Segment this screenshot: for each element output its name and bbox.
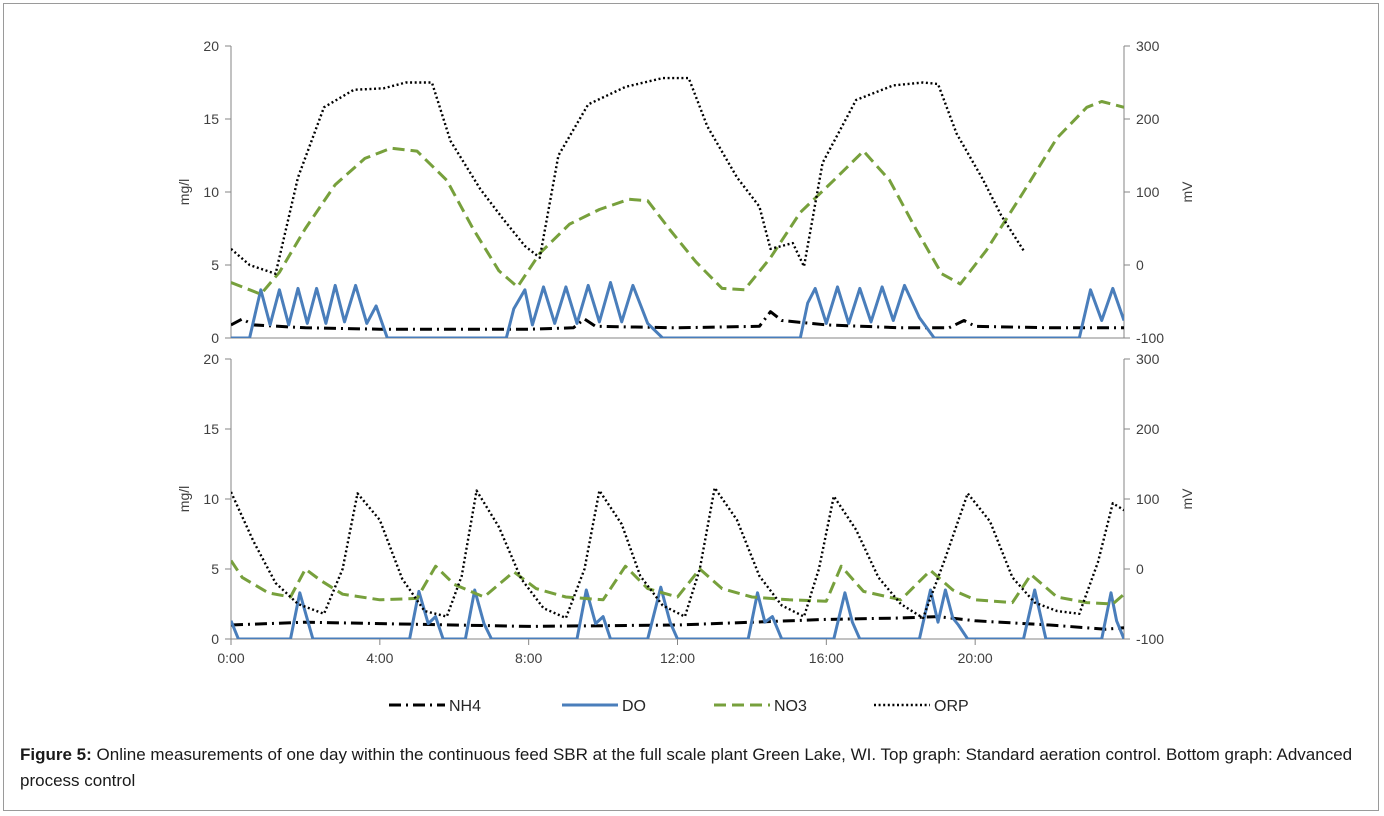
y-tick-label-right: 300 (1136, 38, 1160, 54)
legend-label-do: DO (622, 698, 646, 715)
caption-text: Online measurements of one day within th… (20, 745, 1353, 790)
y-axis-title-right: mV (1179, 488, 1195, 510)
y-tick-label-left: 15 (203, 111, 219, 127)
y-tick-label-left: 0 (211, 631, 219, 647)
y-tick-label-right: 100 (1136, 491, 1160, 507)
series-line-nh4 (231, 615, 1124, 631)
caption-label: Figure 5: (20, 745, 92, 764)
y-axis-title-left: mg/l (176, 486, 192, 512)
y-tick-label-right: 0 (1136, 561, 1144, 577)
y-tick-label-right: 0 (1136, 257, 1144, 273)
legend-label-orp: ORP (934, 698, 969, 715)
y-tick-label-left: 20 (203, 351, 219, 367)
series-line-nh4 (231, 310, 1124, 331)
chart-panel-2: 0 5 10 15 20 -100 0 100 200 300 0:00 4:00 8:00 12:00 1… (176, 351, 1195, 666)
x-tick-label: 16:00 (809, 650, 844, 666)
figure-caption: Figure 5: Online measurements of one day… (20, 742, 1370, 794)
y-tick-label-left: 20 (203, 38, 219, 54)
y-tick-label-left: 15 (203, 421, 219, 437)
y-tick-label-right: -100 (1136, 631, 1164, 647)
figure-frame: 0 5 10 15 20 -100 0 100 200 300 mg/l mV 0 5 10 15 20 -100… (3, 3, 1379, 811)
y-tick-label-left: 10 (203, 184, 219, 200)
y-axis-title-left: mg/l (176, 179, 192, 205)
series-line-do (231, 281, 1124, 338)
figure-chart: 0 5 10 15 20 -100 0 100 200 300 mg/l mV 0 5 10 15 20 -100… (176, 38, 1195, 715)
series-line-no3 (231, 559, 1124, 606)
x-tick-label: 0:00 (217, 650, 244, 666)
x-tick-label: 20:00 (958, 650, 993, 666)
y-tick-label-left: 0 (211, 330, 219, 346)
legend-label-no3: NO3 (774, 698, 807, 715)
series-line-do (231, 585, 1124, 639)
y-tick-label-left: 5 (211, 561, 219, 577)
series-line-orp (231, 76, 1025, 275)
series-line-orp (231, 486, 1124, 620)
y-tick-label-right: 300 (1136, 351, 1160, 367)
x-tick-label: 4:00 (366, 650, 393, 666)
y-tick-label-left: 5 (211, 257, 219, 273)
legend: NH4 DO NO3 ORP (389, 698, 969, 715)
legend-label-nh4: NH4 (449, 698, 481, 715)
chart-panel-1: 0 5 10 15 20 -100 0 100 200 300 mg/l mV (176, 38, 1195, 346)
y-axis-title-right: mV (1179, 181, 1195, 203)
y-tick-label-right: 200 (1136, 111, 1160, 127)
y-tick-label-left: 10 (203, 491, 219, 507)
y-tick-label-right: 100 (1136, 184, 1160, 200)
x-tick-label: 8:00 (515, 650, 542, 666)
x-tick-label: 12:00 (660, 650, 695, 666)
series-line-no3 (231, 100, 1124, 296)
y-tick-label-right: -100 (1136, 330, 1164, 346)
y-tick-label-right: 200 (1136, 421, 1160, 437)
